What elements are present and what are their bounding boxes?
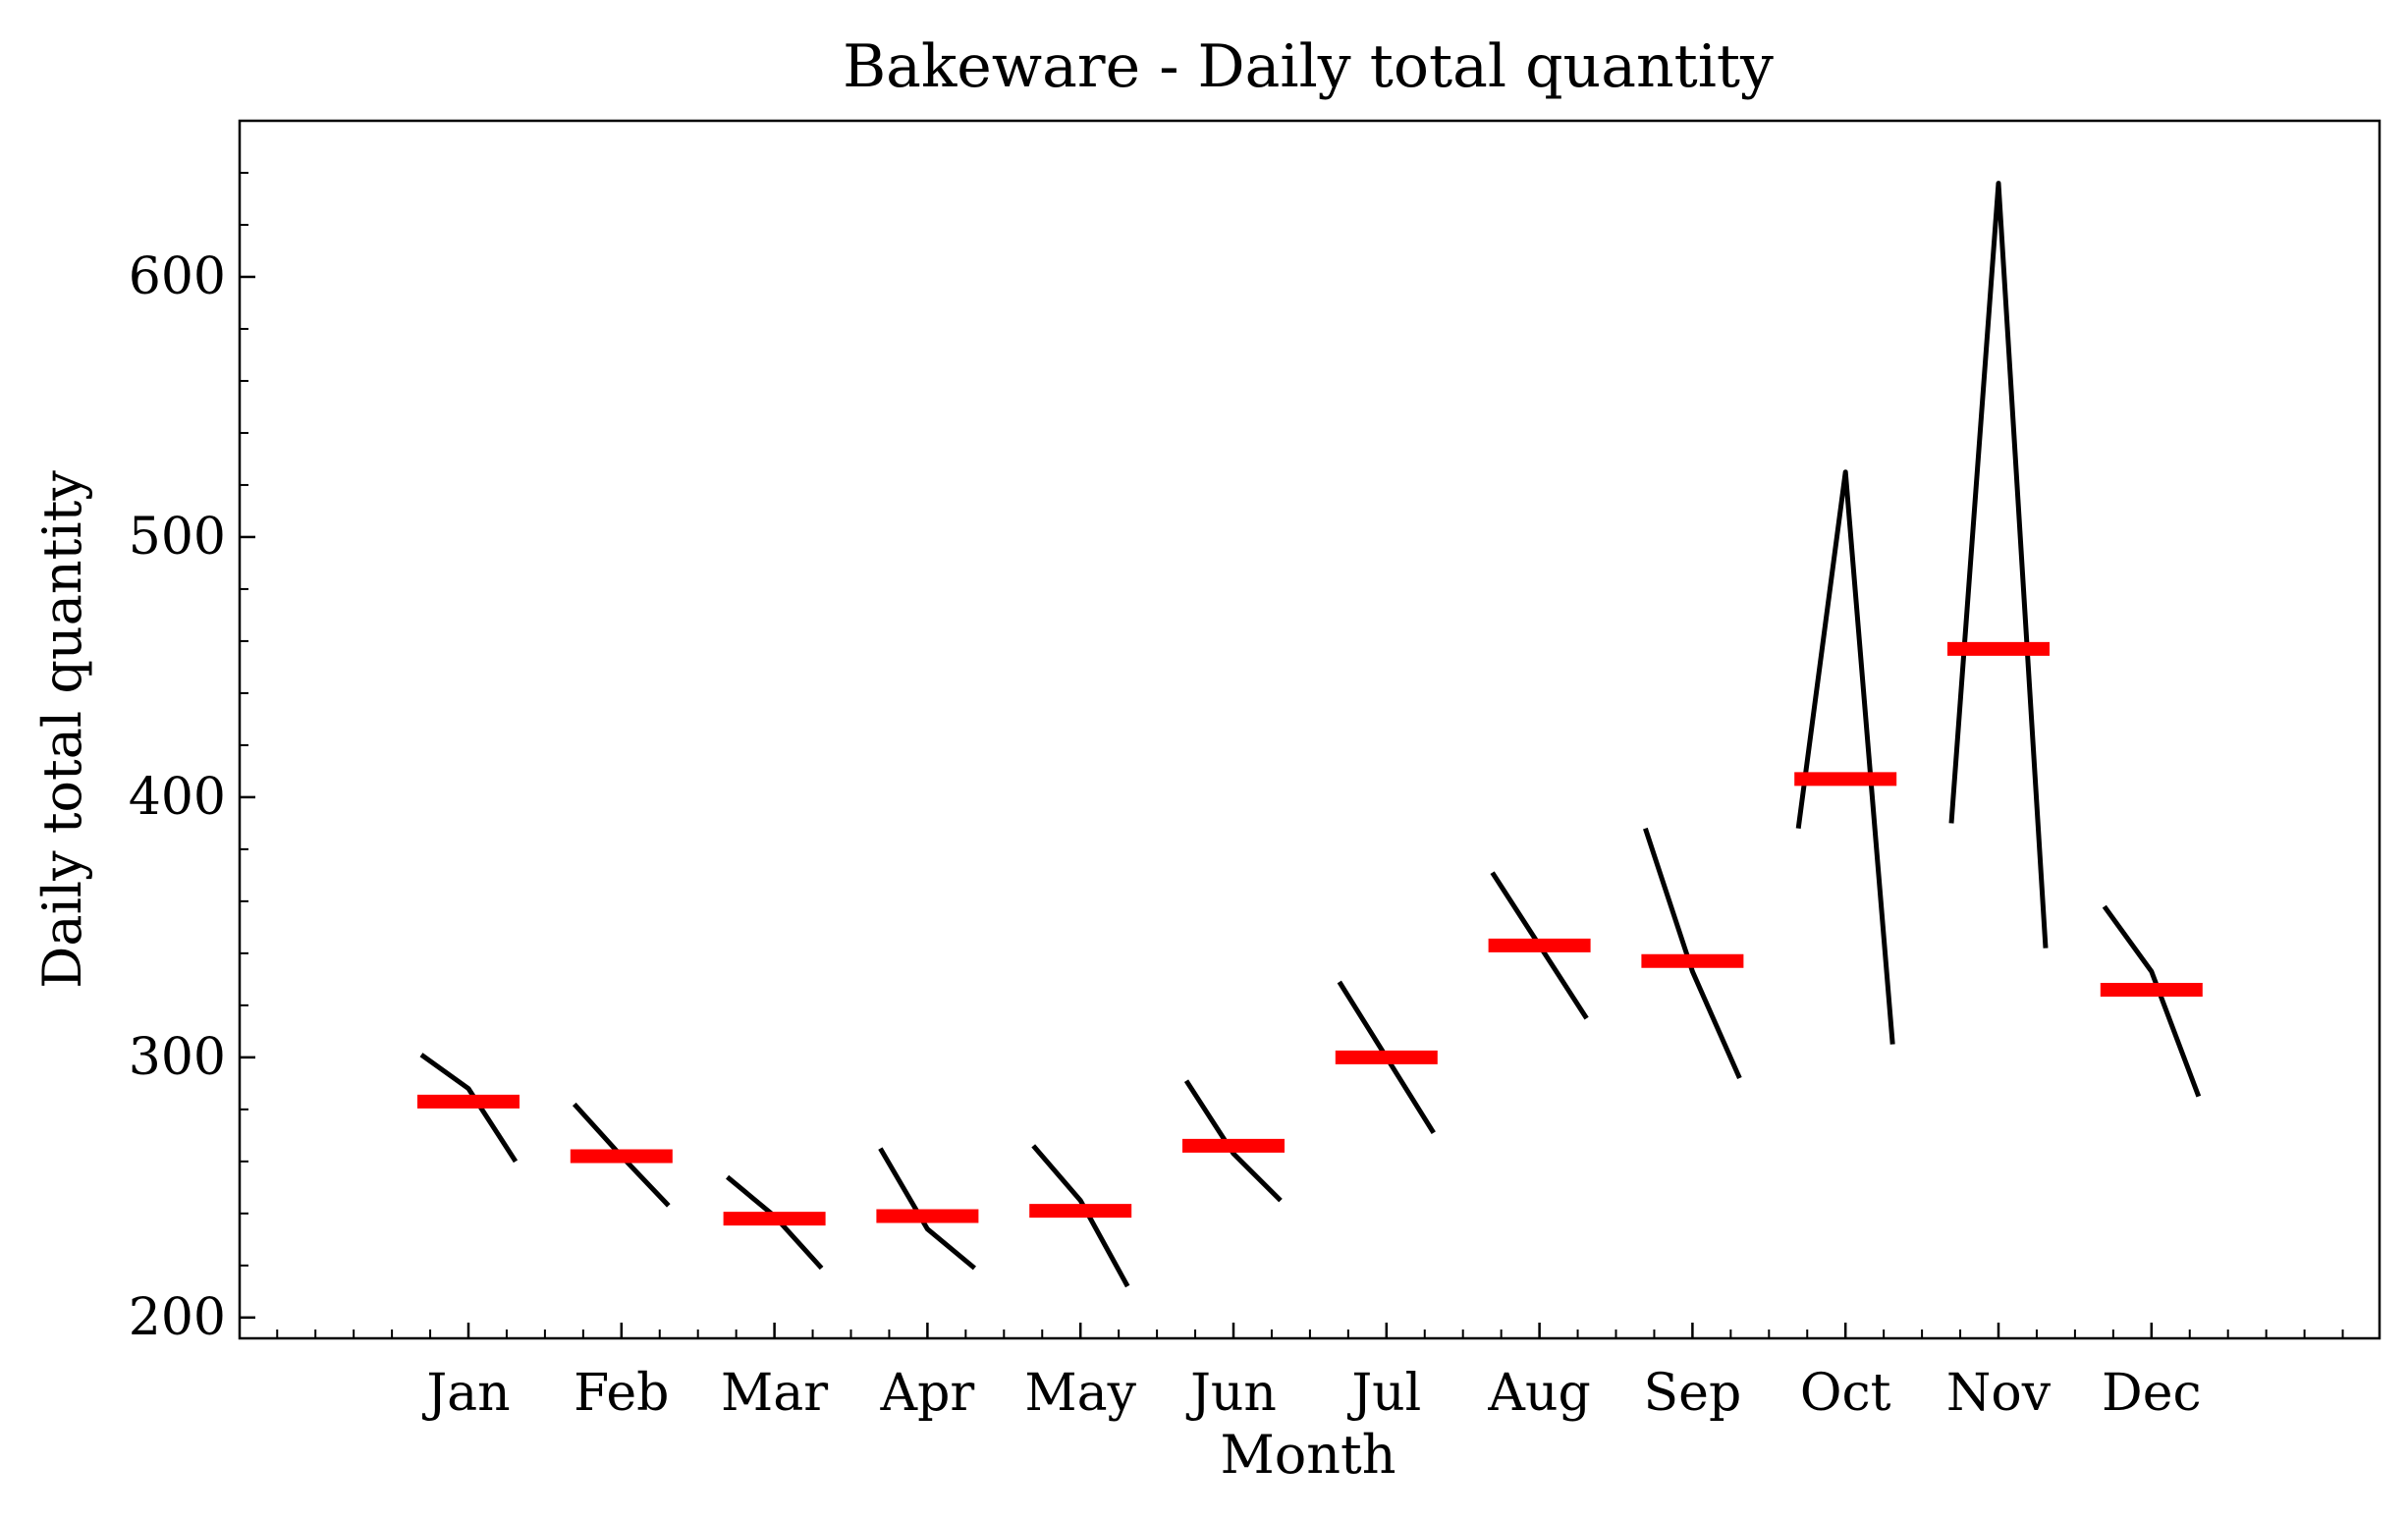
series-line-oct — [1795, 469, 1895, 1045]
x-tick-label: Oct — [1800, 1364, 1891, 1423]
x-tick-label: Dec — [2102, 1364, 2202, 1423]
series-line-apr — [878, 1147, 976, 1271]
x-tick-label: Jun — [1185, 1364, 1277, 1423]
series-line-dec — [2102, 904, 2202, 1098]
series-line-may — [1031, 1144, 1130, 1288]
x-tick-label: May — [1024, 1364, 1136, 1423]
chart-title: Bakeware - Daily total quantity — [843, 32, 1774, 101]
y-tick-label: 300 — [129, 1028, 226, 1087]
y-tick-label: 500 — [129, 508, 226, 567]
x-tick-label: Nov — [1946, 1364, 2052, 1423]
series-line-sep — [1643, 827, 1742, 1080]
y-tick-label: 600 — [129, 247, 226, 306]
x-axis: Jan Feb Mar Apr May Jun Jul Aug Sep Oct Nov Dec — [276, 1323, 2344, 1423]
series-line-nov — [1948, 181, 2049, 949]
series-line-jun — [1183, 1079, 1283, 1203]
x-tick-label: Mar — [721, 1364, 828, 1423]
x-tick-label: Jan — [421, 1364, 510, 1423]
x-tick-label: Jul — [1346, 1364, 1421, 1423]
x-tick-label: Feb — [574, 1364, 669, 1423]
y-tick-label: 400 — [129, 768, 226, 827]
x-tick-label: Apr — [880, 1364, 975, 1423]
y-axis: 200 300 400 500 600 — [129, 120, 255, 1347]
x-tick-label: Aug — [1487, 1364, 1590, 1423]
mean-lines — [417, 641, 2203, 1226]
plot-frame — [238, 119, 2381, 1340]
series-line-jan — [419, 1053, 519, 1164]
x-tick-label: Sep — [1644, 1364, 1742, 1423]
x-axis-label: Month — [1220, 1424, 1396, 1486]
y-axis-label: Daily total quantity — [31, 470, 93, 989]
y-tick-label: 200 — [129, 1288, 226, 1347]
